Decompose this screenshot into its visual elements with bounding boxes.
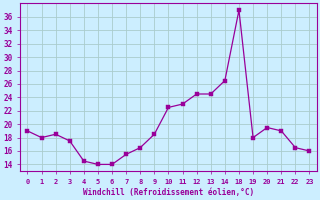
X-axis label: Windchill (Refroidissement éolien,°C): Windchill (Refroidissement éolien,°C): [83, 188, 254, 197]
